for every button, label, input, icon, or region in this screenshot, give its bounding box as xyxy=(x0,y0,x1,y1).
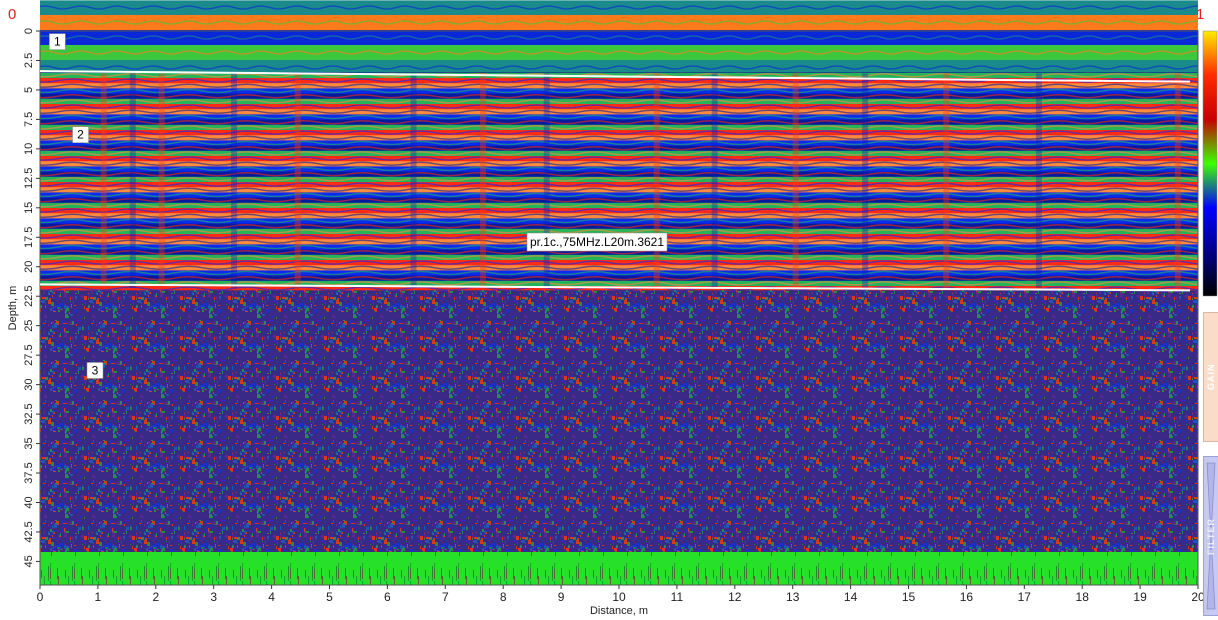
layer-label-2: 2 xyxy=(77,128,84,142)
x-tick-label: 3 xyxy=(210,590,217,604)
band-streak xyxy=(1174,73,1181,288)
x-tick-label: 5 xyxy=(326,590,333,604)
y-tick-label: 27.5 xyxy=(23,344,35,365)
x-tick-label: 0 xyxy=(37,590,44,604)
layer-label-box xyxy=(49,33,66,50)
x-tick-label: 11 xyxy=(671,590,684,604)
x-tick-label: 20 xyxy=(1191,590,1205,604)
band-streak xyxy=(480,73,487,288)
y-tick-label: 10 xyxy=(23,143,35,155)
air-layer xyxy=(40,0,1198,73)
band-streak xyxy=(711,73,718,288)
band-streak xyxy=(158,73,165,288)
radargram-field xyxy=(40,0,1198,585)
y-tick-label: 25 xyxy=(23,320,35,332)
y-tick-label: 22.5 xyxy=(23,286,35,307)
x-tick-label: 17 xyxy=(1018,590,1032,604)
y-tick-label: 35 xyxy=(23,437,35,449)
y-tick-label: 7.5 xyxy=(23,112,35,127)
hourglass-icon xyxy=(1206,462,1216,610)
banded-layer xyxy=(40,72,1198,291)
x-tick-label: 8 xyxy=(500,590,507,604)
band-streak xyxy=(543,73,550,288)
y-tick-label: 32.5 xyxy=(23,403,35,424)
y-tick-label: 20 xyxy=(23,261,35,273)
y-tick-label: 2.5 xyxy=(23,53,35,68)
band-streak xyxy=(231,73,238,288)
band-streak xyxy=(943,73,950,288)
layer-label-box xyxy=(86,362,104,379)
x-tick-label: 14 xyxy=(844,590,858,604)
annotations: 1 2 3 pr.1c.,75MHz.L20m.3621 xyxy=(39,33,1191,379)
y-axis-label: Depth, m xyxy=(7,286,19,331)
boundary-1 xyxy=(39,70,1191,83)
x-tick-label: 7 xyxy=(442,590,449,604)
x-tick-label: 9 xyxy=(558,590,565,604)
band-streak xyxy=(862,73,869,288)
y-tick-label: 0 xyxy=(23,28,35,34)
x-tick-label: 2 xyxy=(152,590,159,604)
layer-label-3: 3 xyxy=(92,363,99,377)
x-tick-label: 16 xyxy=(960,590,974,604)
y-tick-label: 37.5 xyxy=(23,462,35,483)
filter-panel[interactable]: FILTER xyxy=(1203,456,1218,616)
filter-label: FILTER xyxy=(1206,518,1216,556)
layer-label-1: 1 xyxy=(54,35,61,49)
y-tick-label: 45 xyxy=(23,555,35,567)
x-tick-label: 13 xyxy=(786,590,800,604)
x-tick-label: 19 xyxy=(1133,590,1147,604)
y-tick-label: 17.5 xyxy=(23,227,35,248)
band-streak xyxy=(410,73,417,288)
x-tick-label: 18 xyxy=(1076,590,1090,604)
y-tick-label: 5 xyxy=(23,87,35,93)
y-tick-label: 12.5 xyxy=(23,168,35,189)
x-tick-label: 4 xyxy=(268,590,275,604)
corner-label-right: 1 xyxy=(1196,6,1205,23)
corner-label-left: 0 xyxy=(8,6,17,23)
gain-label: GAIN xyxy=(1206,363,1216,391)
x-tick-label: 15 xyxy=(902,590,916,604)
x-tick-label: 6 xyxy=(384,590,391,604)
axes: 0 1 2 3 4 5 6 7 8 9 10 11 12 13 14 15 16 17 18 19 2002.557.5… xyxy=(7,28,1205,617)
x-tick-label: 10 xyxy=(612,590,626,604)
band-streak xyxy=(792,73,799,288)
y-tick-label: 15 xyxy=(23,202,35,214)
y-tick-label: 42.5 xyxy=(23,521,35,542)
band-streak xyxy=(129,73,136,288)
layer-label-box xyxy=(72,126,89,143)
profile-title-box xyxy=(526,232,668,252)
y-tick-label: 40 xyxy=(23,496,35,508)
x-tick-label: 12 xyxy=(728,590,742,604)
band-streak xyxy=(294,73,301,288)
boundary-2 xyxy=(39,283,1191,292)
band-streak xyxy=(100,73,107,288)
y-tick-label: 30 xyxy=(23,378,35,390)
x-tick-label: 1 xyxy=(95,590,102,604)
bottom-layer xyxy=(40,551,1198,585)
x-axis-label: Distance, m xyxy=(590,605,648,617)
gain-panel[interactable]: GAIN xyxy=(1203,312,1218,442)
band-streak xyxy=(653,73,660,288)
colorbar xyxy=(1202,30,1218,297)
band-streak xyxy=(1035,73,1042,288)
profile-title: pr.1c.,75MHz.L20m.3621 xyxy=(530,235,664,249)
